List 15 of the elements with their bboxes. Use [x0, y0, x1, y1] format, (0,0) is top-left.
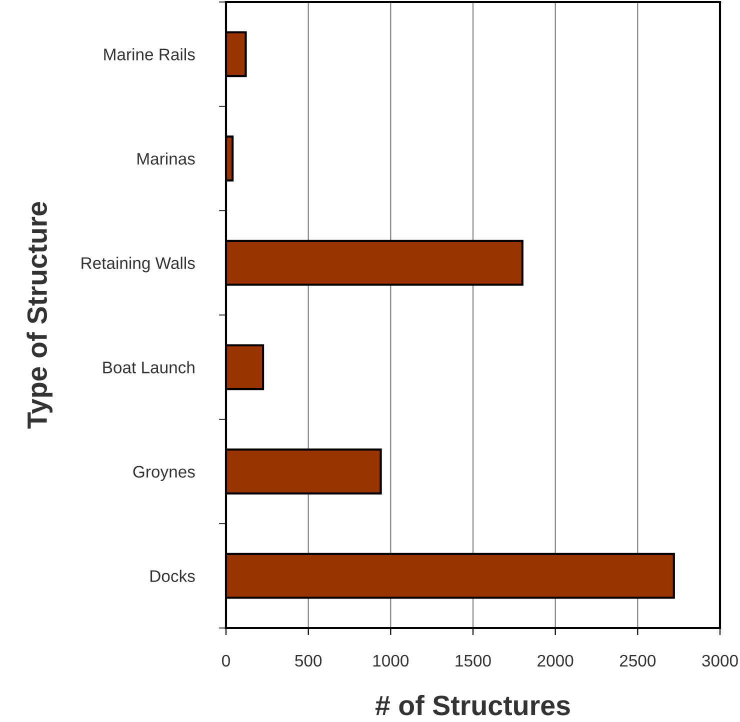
y-tick-label: Docks [150, 570, 195, 582]
x-tick-label: 500 [295, 654, 322, 667]
y-tick-label: Groynes [133, 466, 195, 481]
x-tick-label: 3000 [702, 654, 738, 667]
x-tick-label: 2500 [620, 654, 656, 667]
y-tick-label: Retaining Walls [82, 256, 195, 272]
y-tick-label: Boat Launch [103, 361, 194, 374]
x-tick-label: 1500 [456, 654, 491, 667]
x-axis-title: # of Structures [375, 694, 570, 716]
x-tick-label: 2000 [538, 654, 574, 667]
y-tick-label: Marine Rails [104, 48, 195, 60]
y-tick-label: Marinas [138, 152, 195, 165]
x-tick-label: 0 [222, 654, 230, 667]
x-tick-label: 1000 [373, 654, 409, 667]
y-axis-title: Type of Structure [26, 202, 53, 429]
